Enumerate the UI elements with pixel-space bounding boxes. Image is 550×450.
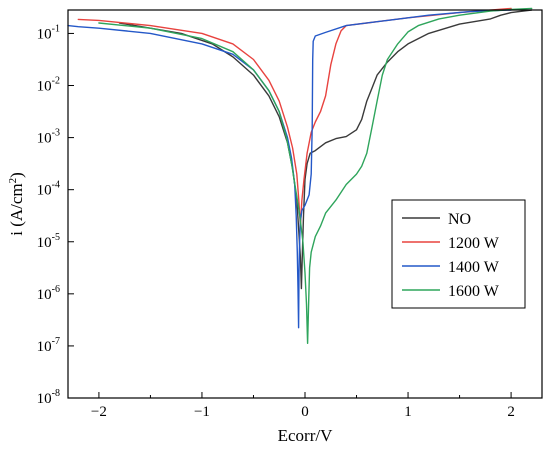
legend-label: NO <box>448 211 471 228</box>
y-tick-label: 10-5 <box>37 232 60 251</box>
legend-label: 1600 W <box>448 283 500 300</box>
y-tick-label: 10-7 <box>37 336 60 355</box>
series-line <box>98 7 533 344</box>
x-axis-ticks: −2 −1 0 1 2 <box>91 392 515 420</box>
x-tick-label: 0 <box>301 404 309 420</box>
legend-label: 1400 W <box>448 259 500 276</box>
y-tick-label: 10-8 <box>37 388 60 407</box>
y-tick-label: 10-1 <box>37 23 60 42</box>
y-axis-title-end: ) <box>7 172 26 178</box>
y-tick-label: 10-4 <box>37 180 60 199</box>
series-line <box>118 9 533 290</box>
y-axis-title-superscript: 2 <box>7 178 19 184</box>
y-tick-label: 10-2 <box>37 76 60 95</box>
x-tick-label: 1 <box>404 404 412 420</box>
legend-label: 1200 W <box>448 235 500 252</box>
y-axis-ticks: 10-8 10-7 10-6 10-5 10-4 10-3 10-2 10-1 <box>37 23 74 407</box>
x-tick-label: 2 <box>507 404 515 420</box>
y-axis-title-main: i (A/cm <box>7 183 26 235</box>
series-layer <box>67 7 533 344</box>
legend: NO 1200 W 1400 W 1600 W <box>391 199 526 309</box>
x-tick-label: −2 <box>91 404 107 420</box>
series-line <box>77 7 512 227</box>
x-tick-label: −1 <box>194 404 210 420</box>
y-axis-title: i (A/cm2) <box>7 172 26 236</box>
series-line <box>67 9 512 329</box>
x-axis-title: Ecorr/V <box>278 426 333 445</box>
y-tick-label: 10-3 <box>37 128 60 147</box>
y-tick-label: 10-6 <box>37 284 60 303</box>
